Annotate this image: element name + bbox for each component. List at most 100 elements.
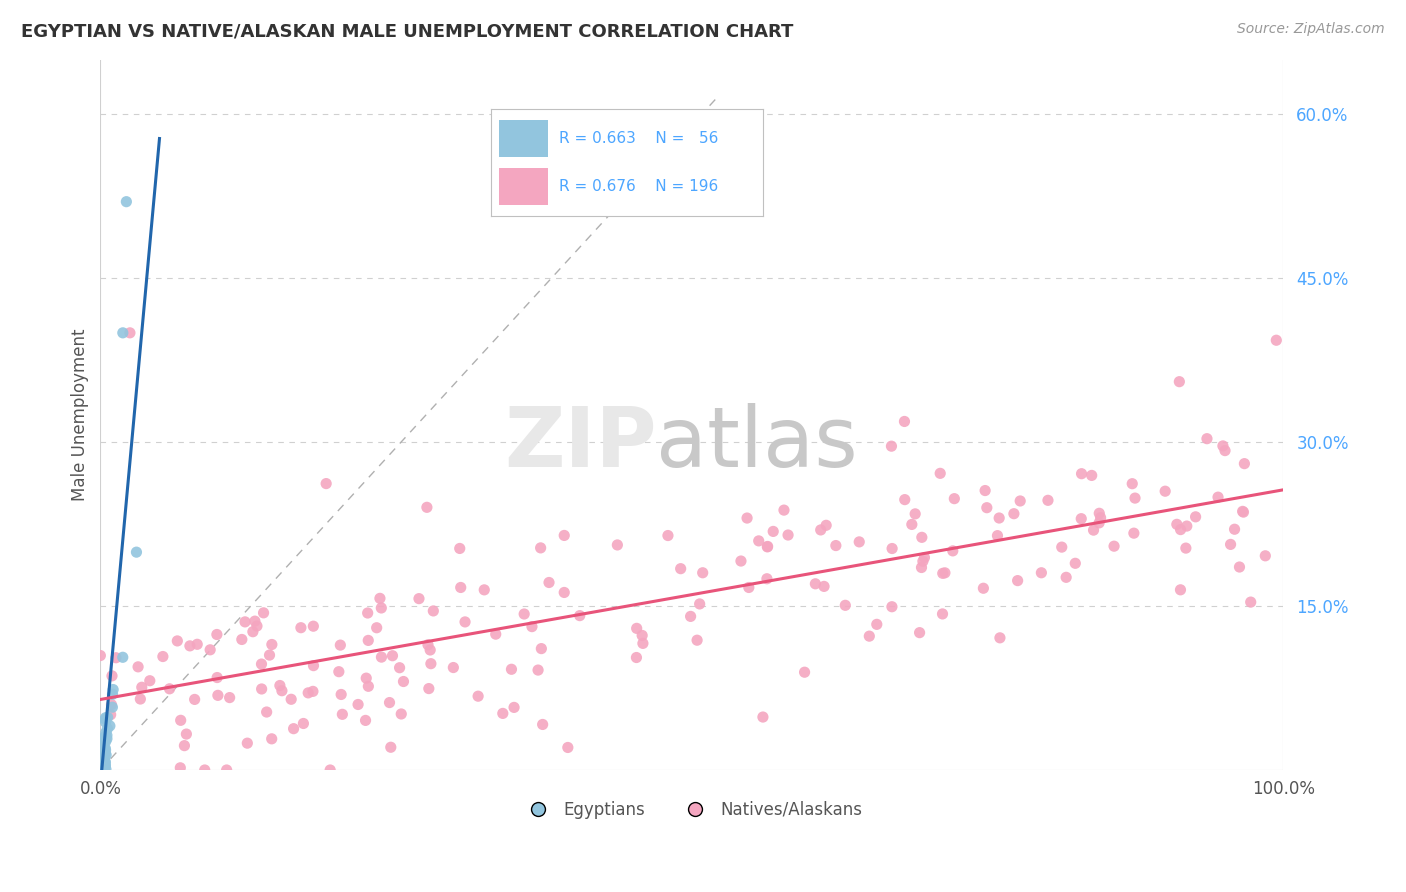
Point [1010,494,1032,508]
Point [910,560,932,574]
Point [94,747,117,762]
Point [485,627,508,641]
Point [354,714,377,728]
Point [416,638,439,652]
Text: ZIP: ZIP [503,402,657,483]
Point [858,629,880,643]
Point [93,761,115,775]
Point [929,467,952,481]
Point [328,665,350,679]
Text: atlas: atlas [657,402,858,483]
Point [1212,439,1234,453]
Point [315,476,337,491]
Point [94,746,117,760]
Point [100,698,122,712]
Point [419,643,441,657]
Point [568,608,591,623]
Point [1122,526,1144,541]
Point [93,736,115,750]
Point [292,716,315,731]
Point [472,582,495,597]
Point [270,683,292,698]
Point [755,572,778,586]
Point [90,758,112,772]
Point [290,621,312,635]
Point [94,730,117,744]
Point [1254,549,1277,563]
Point [125,545,148,559]
Point [97,710,120,724]
Point [152,649,174,664]
Point [94,725,117,739]
Point [748,533,770,548]
Point [115,194,138,209]
Point [205,627,228,641]
Point [302,684,325,698]
Point [631,628,654,642]
Point [1088,506,1111,520]
Text: EGYPTIAN VS NATIVE/ALASKAN MALE UNEMPLOYMENT CORRELATION CHART: EGYPTIAN VS NATIVE/ALASKAN MALE UNEMPLOY… [21,22,793,40]
Point [194,763,217,777]
Point [242,624,264,639]
Point [419,657,441,671]
Point [1154,484,1177,499]
Point [259,648,281,662]
Point [974,483,997,498]
Point [90,734,112,748]
Point [252,606,274,620]
Point [1170,523,1192,537]
Point [139,673,162,688]
Point [416,500,439,515]
Point [988,631,1011,645]
Point [93,754,115,768]
Point [1090,510,1112,524]
Point [815,518,838,533]
Point [205,671,228,685]
Point [283,722,305,736]
Point [269,679,291,693]
Point [380,740,402,755]
Point [91,739,114,754]
Point [513,607,536,621]
Point [91,754,114,768]
Point [250,681,273,696]
Point [1102,539,1125,553]
Point [90,754,112,768]
Point [1070,467,1092,481]
Point [90,732,112,747]
Point [93,751,115,765]
Point [657,528,679,542]
Point [183,692,205,706]
Legend: Egyptians, Natives/Alaskans: Egyptians, Natives/Alaskans [515,794,869,826]
Point [93,744,115,758]
Point [626,621,648,635]
Point [1213,443,1236,458]
Point [943,491,966,506]
Point [904,507,927,521]
Point [911,554,934,568]
Point [368,591,391,606]
Point [1174,541,1197,555]
Point [330,707,353,722]
Point [347,698,370,712]
Point [1233,457,1256,471]
Point [319,763,342,777]
Point [449,541,471,556]
Point [976,500,998,515]
Point [689,597,711,611]
Point [756,540,779,554]
Point [1050,540,1073,554]
Point [1170,582,1192,597]
Point [329,638,352,652]
Point [422,604,444,618]
Point [756,540,779,554]
Point [90,746,112,760]
Point [606,538,628,552]
Point [381,648,404,663]
Point [1070,511,1092,525]
Point [111,326,134,340]
Point [934,566,956,580]
Point [357,606,380,620]
Point [450,581,472,595]
Point [1054,570,1077,584]
